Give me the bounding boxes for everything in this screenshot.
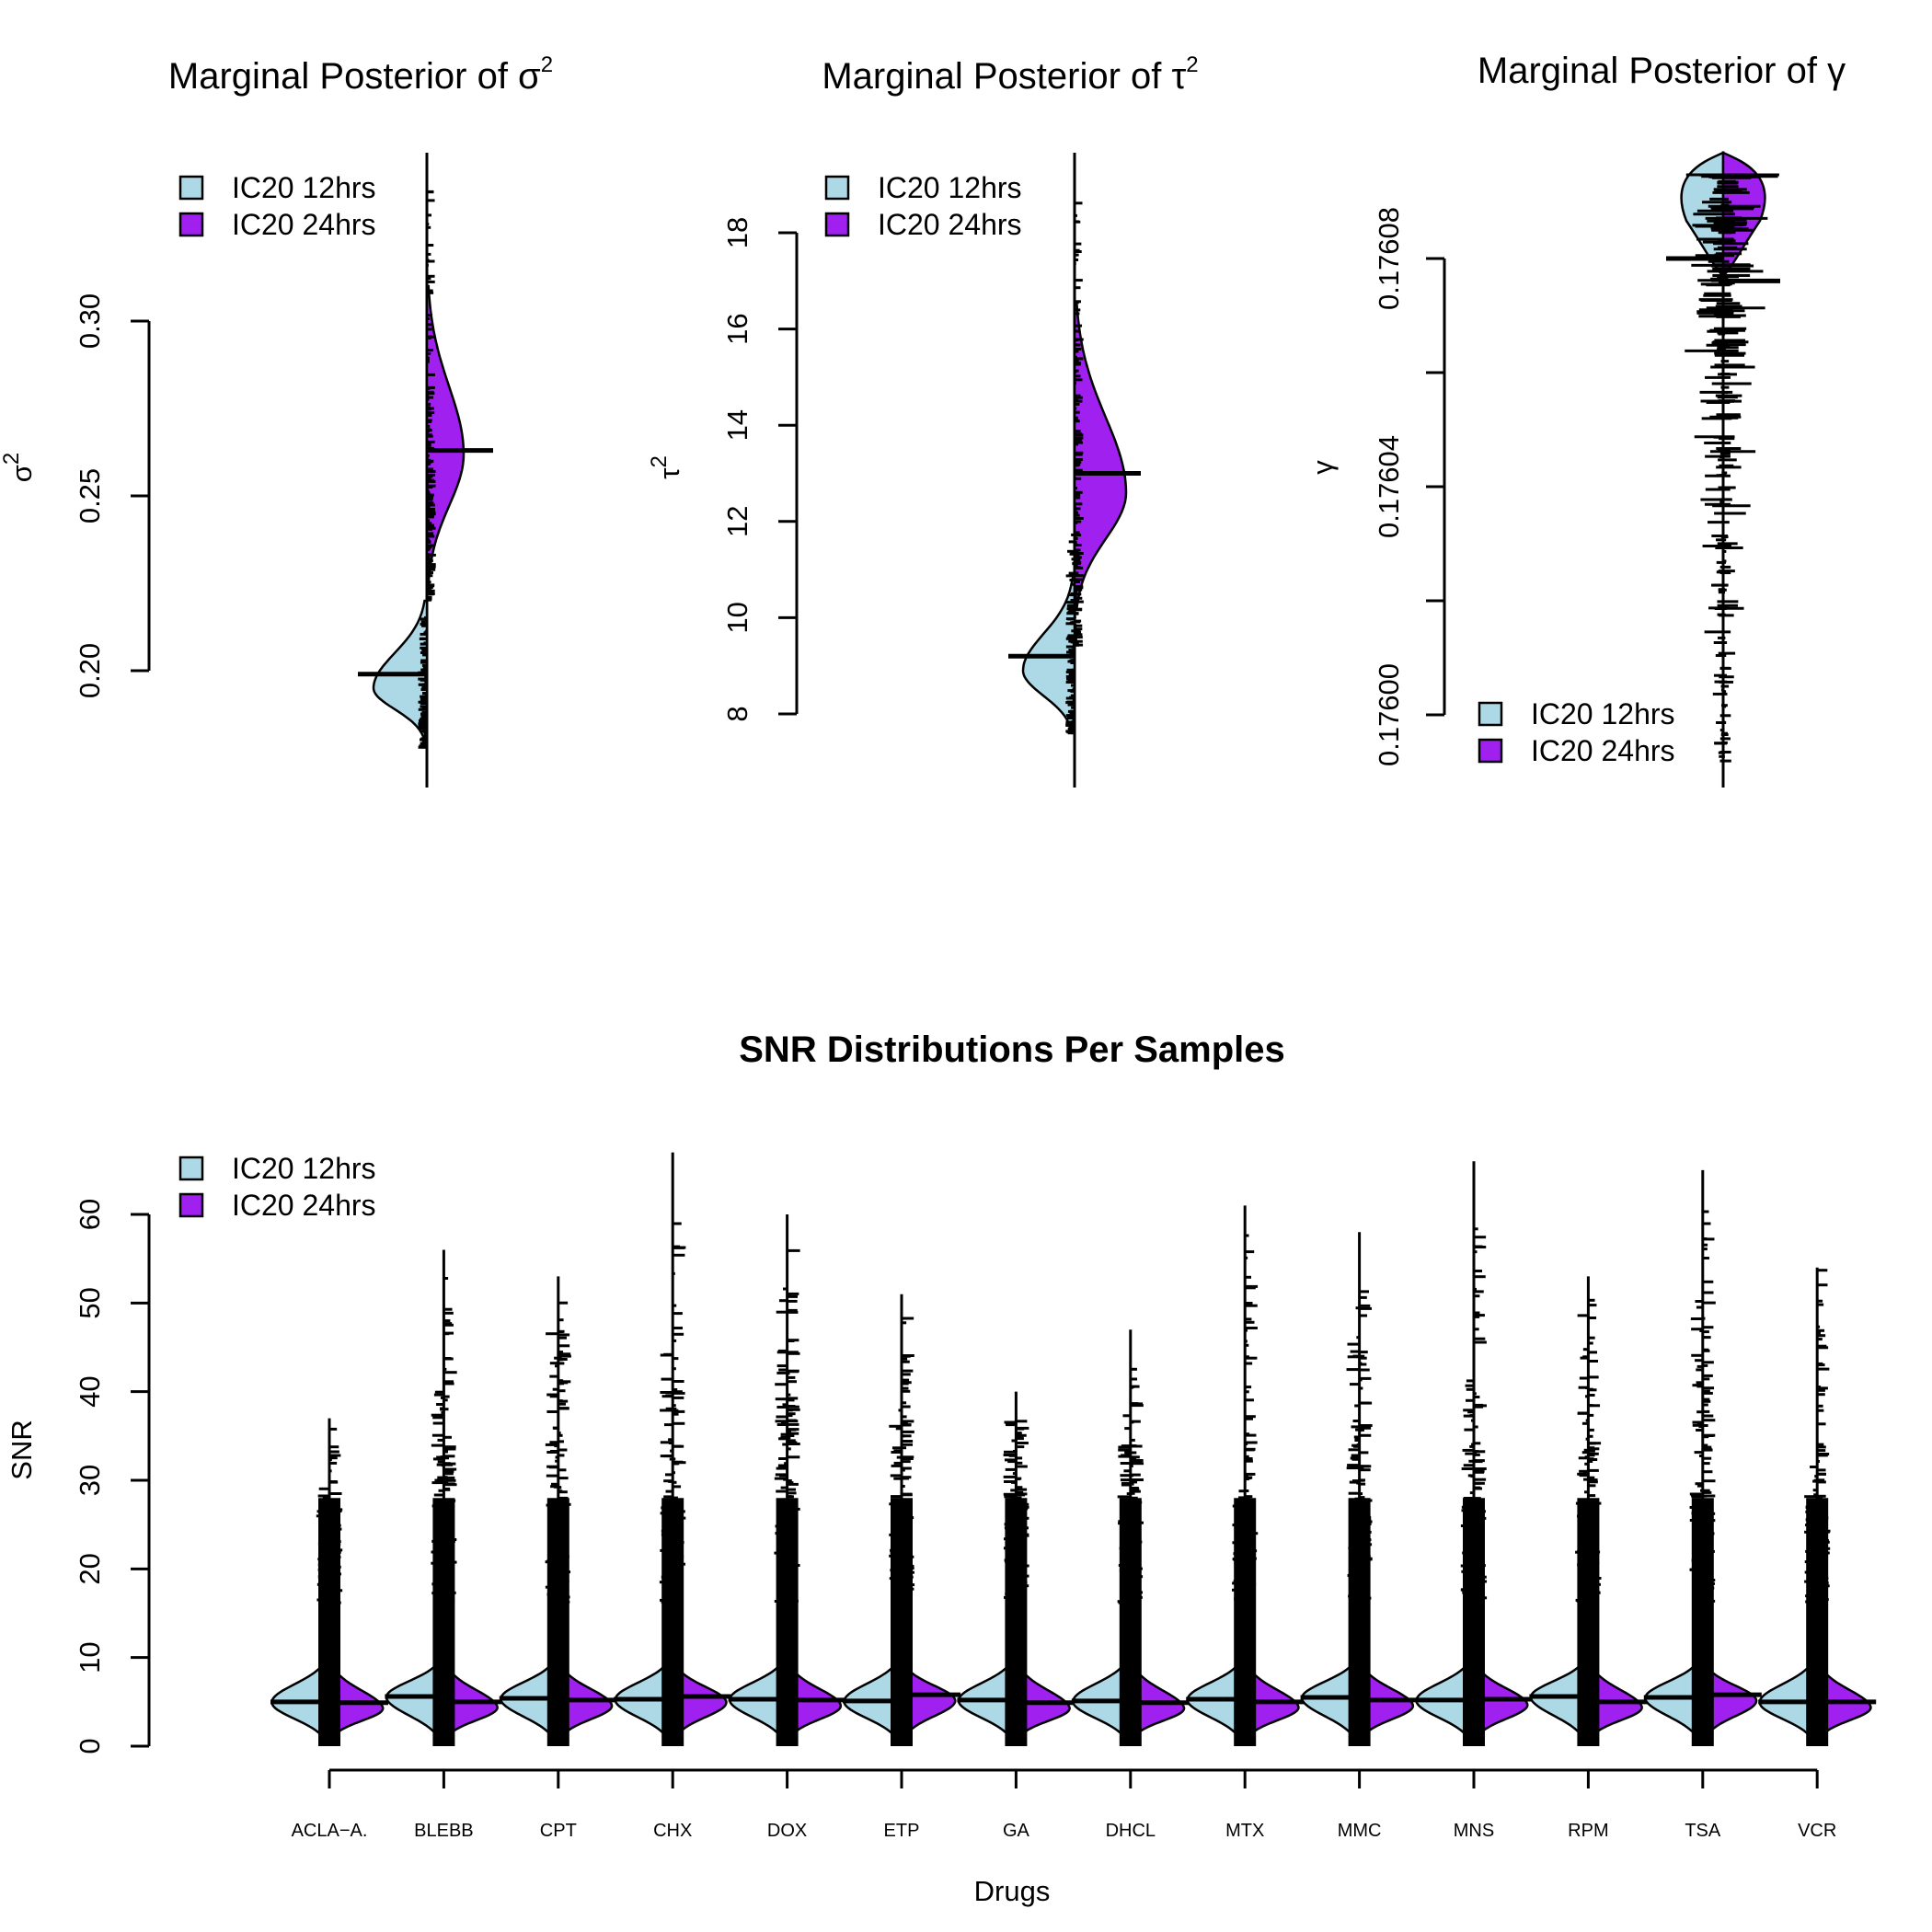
x-tick-label: ETP	[884, 1821, 920, 1841]
violin-ic20-24hrs	[1073, 304, 1128, 610]
x-tick-label: CHX	[653, 1821, 692, 1841]
panel-tau2: Marginal Posterior of τ2 τ2 81012141618 …	[647, 52, 1199, 788]
panel-tau2-ylabel: τ2	[647, 455, 685, 479]
panel-gamma-legend: IC20 12hrs IC20 24hrs	[1478, 697, 1675, 767]
snr-violin-DOX	[728, 1214, 846, 1746]
y-tick-label: 12	[721, 506, 753, 537]
legend-swatch	[824, 212, 850, 237]
x-tick-label: TSA	[1685, 1821, 1721, 1841]
legend-label: IC20 24hrs	[232, 208, 376, 241]
snr-violin-MTX	[1186, 1205, 1305, 1746]
snr-violin-DHCL	[1071, 1329, 1190, 1746]
snr-violin-ETP	[843, 1294, 960, 1746]
x-tick-label: DHCL	[1106, 1821, 1156, 1841]
panel-snr-ylabel: SNR	[6, 1420, 38, 1479]
y-tick-label: 20	[74, 1553, 106, 1584]
snr-violin-MNS	[1415, 1161, 1533, 1746]
y-tick-label: 10	[721, 602, 753, 633]
y-tick-label: 50	[74, 1287, 106, 1318]
panel-snr-axes: 0 10 20 30 40 50 60 ACLA−A. BLEBB CPT CHX DOX ETP GA D…	[74, 1199, 1836, 1841]
y-tick-label: 14	[721, 409, 753, 441]
legend-swatch	[1478, 738, 1503, 764]
x-tick-label: ACLA−A.	[292, 1821, 368, 1841]
y-tick-label: 0.17600	[1373, 663, 1405, 766]
y-tick-label: 8	[721, 706, 753, 721]
y-tick-label: 0.30	[74, 293, 106, 349]
legend-label: IC20 24hrs	[1531, 734, 1675, 767]
legend-swatch	[178, 1192, 204, 1218]
legend-label: IC20 12hrs	[232, 1152, 376, 1185]
y-tick-label: 18	[721, 217, 753, 248]
legend-swatch	[178, 212, 204, 237]
legend-swatch	[178, 175, 204, 201]
snr-violin-BLEBB	[385, 1249, 503, 1746]
y-tick-label: 60	[74, 1199, 106, 1230]
panel-sigma2-y-axis: 0.20 0.25 0.30	[74, 293, 151, 698]
legend-label: IC20 24hrs	[878, 208, 1022, 241]
panel-snr-xlabel: Drugs	[974, 1875, 1051, 1907]
snr-violin-GA	[957, 1391, 1075, 1746]
x-tick-label: MTX	[1225, 1821, 1264, 1841]
panel-snr-title: SNR Distributions Per Samples	[739, 1029, 1284, 1070]
panel-gamma-y-axis: 0.17600 0.17604 0.17608	[1373, 207, 1446, 766]
y-tick-label: 30	[74, 1465, 106, 1496]
y-tick-label: 10	[74, 1641, 106, 1673]
panel-snr-violins	[270, 1152, 1877, 1746]
y-tick-label: 0	[74, 1738, 106, 1754]
legend-label: IC20 12hrs	[1531, 697, 1675, 730]
panel-sigma2-title: Marginal Posterior of σ2	[168, 52, 553, 97]
y-tick-label: 0.25	[74, 468, 106, 523]
legend-swatch	[178, 1156, 204, 1181]
panel-snr-legend: IC20 12hrs IC20 24hrs	[178, 1152, 376, 1222]
panel-gamma-title: Marginal Posterior of γ	[1478, 51, 1846, 91]
y-tick-label: 40	[74, 1375, 106, 1407]
y-tick-label: 0.20	[74, 643, 106, 698]
panel-sigma2-violins	[358, 153, 493, 788]
panel-gamma: Marginal Posterior of γ γ 0.17600 0.17604…	[1306, 51, 1846, 788]
panel-gamma-ylabel: γ	[1306, 460, 1339, 475]
panel-gamma-violins	[1666, 151, 1780, 788]
y-tick-label: 0.17604	[1373, 435, 1405, 538]
legend-swatch	[1478, 701, 1503, 727]
x-tick-label: GA	[1003, 1821, 1030, 1841]
x-tick-label: MNS	[1454, 1821, 1494, 1841]
legend-label: IC20 12hrs	[232, 171, 376, 204]
y-tick-label: 16	[721, 313, 753, 344]
x-tick-label: RPM	[1568, 1821, 1608, 1841]
violin-ic20-12hrs	[372, 599, 429, 742]
x-tick-label: MMC	[1338, 1821, 1382, 1841]
x-tick-label: CPT	[540, 1821, 577, 1841]
panel-sigma2-ylabel: σ2	[0, 453, 38, 483]
panel-tau2-legend: IC20 12hrs IC20 24hrs	[824, 171, 1022, 241]
snr-violin-RPM	[1529, 1276, 1648, 1746]
panel-tau2-violins	[1008, 153, 1141, 788]
snr-violin-CPT	[499, 1276, 617, 1746]
x-tick-label: DOX	[767, 1821, 807, 1841]
x-tick-label: VCR	[1798, 1821, 1836, 1841]
snr-violin-MMC	[1300, 1232, 1419, 1746]
violin-ic20-24hrs	[425, 284, 466, 585]
legend-swatch	[824, 175, 850, 201]
panel-tau2-y-axis: 8 10 12 14 16 18	[721, 217, 799, 722]
x-tick-label: BLEBB	[414, 1821, 473, 1841]
snr-violin-TSA	[1643, 1169, 1762, 1746]
panel-tau2-title: Marginal Posterior of τ2	[822, 52, 1198, 97]
legend-label: IC20 12hrs	[878, 171, 1022, 204]
snr-violin-CHX	[614, 1152, 732, 1746]
panel-sigma2-legend: IC20 12hrs IC20 24hrs	[178, 171, 376, 241]
panel-snr: SNR Distributions Per Samples SNR Drugs …	[6, 1029, 1877, 1907]
snr-violin-ACLA−A.	[270, 1418, 388, 1746]
panel-sigma2: Marginal Posterior of σ2 σ2 0.20 0.25 0.30…	[0, 52, 553, 788]
legend-label: IC20 24hrs	[232, 1189, 376, 1222]
y-tick-label: 0.17608	[1373, 207, 1405, 310]
snr-violin-VCR	[1758, 1267, 1877, 1746]
